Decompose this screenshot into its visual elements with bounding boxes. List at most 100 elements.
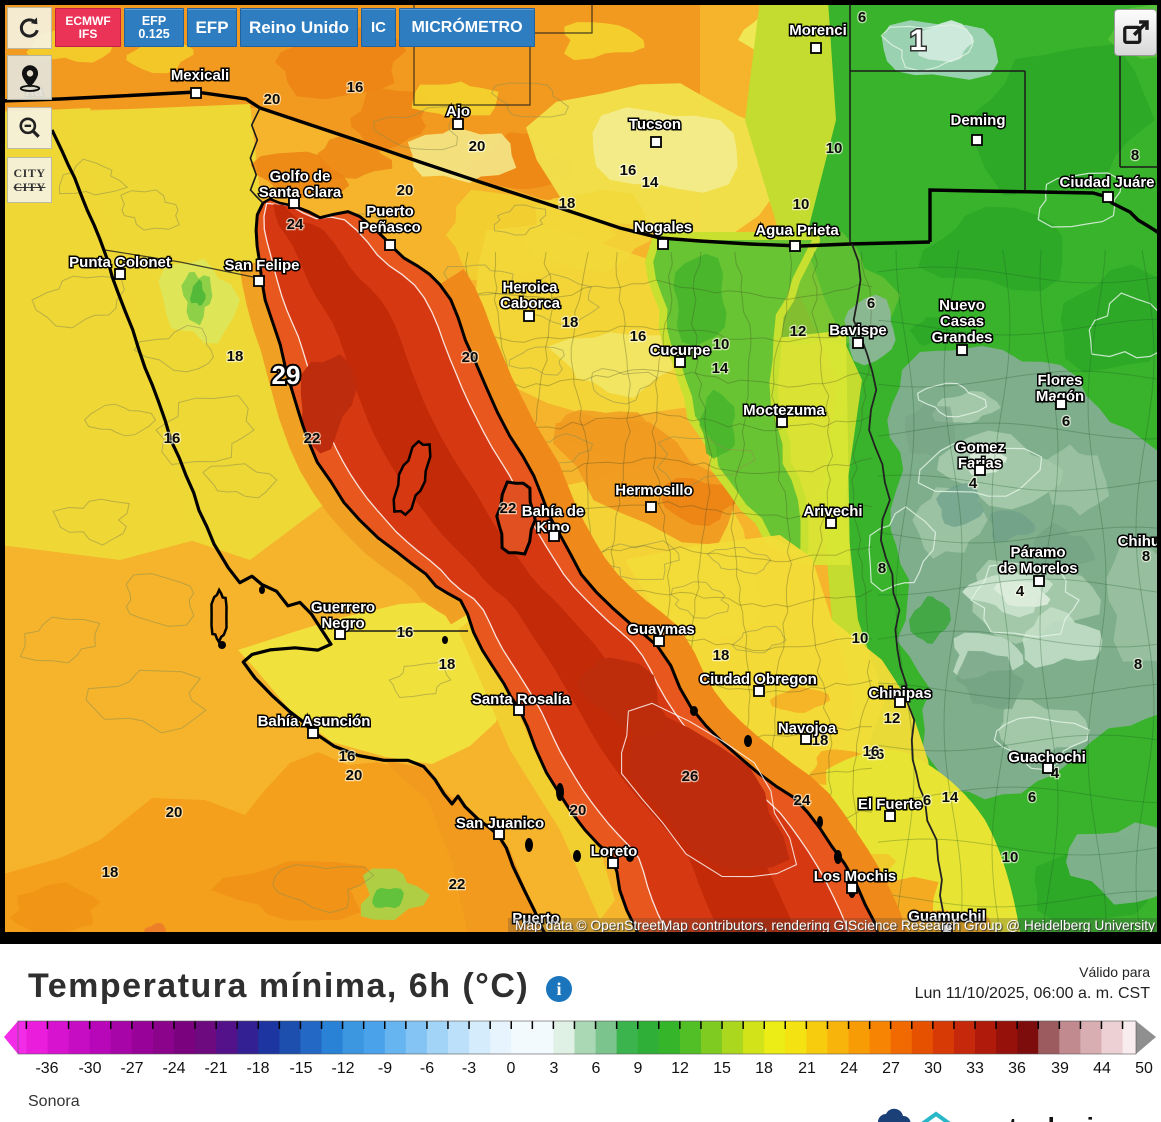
svg-text:18: 18 [713,647,730,664]
svg-text:20: 20 [346,767,363,784]
svg-text:Punta Colonet: Punta Colonet [69,254,171,271]
svg-text:Hermosillo: Hermosillo [615,482,693,499]
svg-text:Farias: Farias [958,455,1002,472]
svg-text:10: 10 [852,630,869,647]
svg-text:Bavispe: Bavispe [829,322,887,339]
svg-text:20: 20 [166,804,183,821]
svg-text:24: 24 [287,216,304,233]
svg-text:Nogales: Nogales [634,219,692,236]
svg-text:6: 6 [923,792,931,809]
svg-text:Peñasco: Peñasco [359,219,421,236]
svg-text:4: 4 [1016,583,1025,600]
svg-text:8: 8 [1131,147,1139,164]
svg-text:Kino: Kino [536,519,569,536]
svg-text:16: 16 [630,328,647,345]
svg-text:Los Mochis: Los Mochis [814,868,897,885]
svg-text:18: 18 [562,314,579,331]
svg-text:8: 8 [878,560,886,577]
svg-text:10: 10 [1002,849,1019,866]
svg-text:4: 4 [1051,765,1060,782]
svg-text:1: 1 [910,24,927,57]
svg-text:24: 24 [794,792,811,809]
svg-text:Moctezuma: Moctezuma [743,402,825,419]
svg-text:Ajo: Ajo [446,103,470,120]
svg-text:Puerto: Puerto [512,910,560,927]
svg-text:meteologix: meteologix [971,1112,1109,1122]
svg-text:16: 16 [347,79,364,96]
svg-text:Arivechi: Arivechi [803,503,862,520]
svg-text:20: 20 [462,349,479,366]
svg-text:Bahía de: Bahía de [522,503,585,520]
svg-text:Magón: Magón [1036,388,1084,405]
svg-text:Map data © OpenStreetMap contr: Map data © OpenStreetMap contributors, r… [515,918,1155,933]
svg-text:16: 16 [863,743,880,760]
svg-text:Golfo de: Golfo de [270,168,331,185]
svg-text:6: 6 [1028,789,1036,806]
svg-text:Heroica: Heroica [502,279,558,296]
svg-text:20: 20 [469,138,486,155]
svg-text:Santa Rosalía: Santa Rosalía [472,691,571,708]
svg-text:Ciudad Obregon: Ciudad Obregon [699,671,817,688]
svg-text:Loreto: Loreto [591,843,638,860]
svg-text:12: 12 [790,323,807,340]
svg-text:20: 20 [264,91,281,108]
svg-text:6: 6 [858,9,866,26]
svg-text:El Fuerte: El Fuerte [858,796,922,813]
svg-text:Negro: Negro [321,615,364,632]
svg-text:18: 18 [102,864,119,881]
svg-text:16: 16 [164,430,181,447]
svg-text:Agua Prieta: Agua Prieta [755,222,839,239]
svg-text:18: 18 [812,732,829,749]
svg-text:Guaymas: Guaymas [627,621,695,638]
svg-text:Guerrero: Guerrero [311,599,375,616]
svg-text:22: 22 [304,430,321,447]
svg-text:Ciudad Juáre: Ciudad Juáre [1059,174,1154,191]
svg-text:Grandes: Grandes [932,329,993,346]
svg-text:26: 26 [682,768,699,785]
svg-text:Guachochi: Guachochi [1008,749,1086,766]
svg-text:Santa Clara: Santa Clara [259,184,342,201]
svg-text:10: 10 [826,140,843,157]
svg-text:Morenci: Morenci [789,22,847,39]
svg-text:29: 29 [272,360,301,390]
svg-text:Chihua: Chihua [1118,533,1161,550]
svg-text:22: 22 [449,876,466,893]
svg-text:14: 14 [642,174,659,191]
svg-text:20: 20 [570,802,587,819]
svg-text:Chinipas: Chinipas [868,685,931,702]
svg-text:Páramo: Páramo [1010,544,1065,561]
svg-text:Flores: Flores [1037,372,1082,389]
svg-text:Tucson: Tucson [629,116,681,133]
svg-text:12: 12 [884,710,901,727]
svg-text:16: 16 [620,162,637,179]
svg-text:8: 8 [1142,548,1150,565]
svg-text:Caborca: Caborca [500,295,561,312]
svg-text:Navojoa: Navojoa [778,720,837,737]
svg-text:Cucurpe: Cucurpe [650,342,711,359]
svg-text:San Felipe: San Felipe [224,257,299,274]
svg-text:8: 8 [1134,656,1142,673]
svg-text:16: 16 [868,746,885,763]
svg-text:4: 4 [969,475,978,492]
svg-text:Bahía Asunción: Bahía Asunción [258,713,371,730]
svg-text:18: 18 [439,656,456,673]
svg-text:18: 18 [559,195,576,212]
svg-text:Mexicali: Mexicali [171,67,229,84]
svg-text:6: 6 [867,295,875,312]
svg-text:Deming: Deming [950,112,1005,129]
svg-text:20: 20 [397,182,414,199]
svg-text:6: 6 [1062,413,1070,430]
svg-text:Gomez: Gomez [955,439,1005,456]
svg-text:San Juanico: San Juanico [456,815,544,832]
svg-text:10: 10 [713,336,730,353]
svg-text:de Morelos: de Morelos [998,560,1077,577]
svg-text:10: 10 [793,196,810,213]
svg-text:Nuevo: Nuevo [939,297,985,314]
svg-text:14: 14 [942,789,959,806]
svg-text:16: 16 [397,624,414,641]
svg-text:16: 16 [339,748,356,765]
svg-text:Guamuchil: Guamuchil [908,908,986,925]
svg-text:18: 18 [227,348,244,365]
svg-text:Casas: Casas [940,313,984,330]
svg-text:Puerto: Puerto [366,203,414,220]
